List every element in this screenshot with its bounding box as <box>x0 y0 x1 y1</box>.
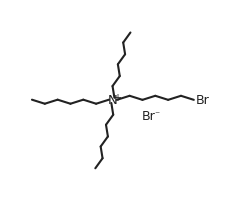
Text: Br: Br <box>141 110 155 123</box>
Text: N: N <box>108 94 118 106</box>
Text: +: + <box>113 92 121 102</box>
Text: ⁻: ⁻ <box>154 110 160 120</box>
Text: Br: Br <box>195 94 209 107</box>
